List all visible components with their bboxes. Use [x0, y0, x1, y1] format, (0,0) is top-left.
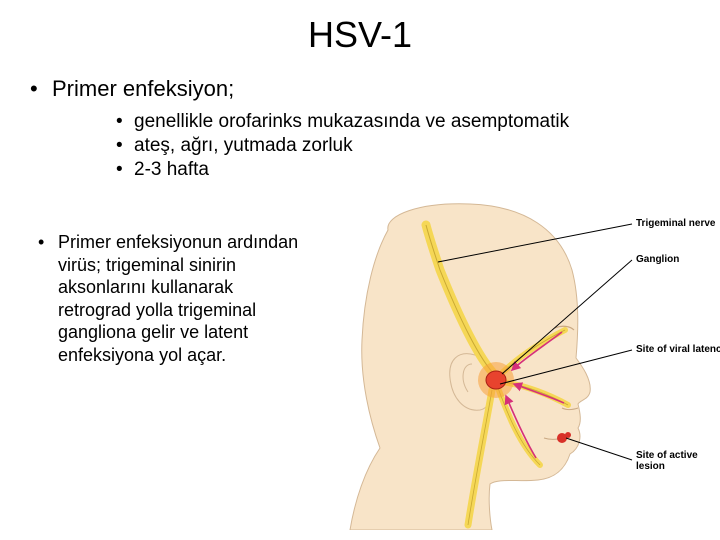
bullet-primer-enfeksiyon: Primer enfeksiyon; genellikle orofarinks… [30, 76, 720, 181]
bullet-retrograd: Primer enfeksiyonun ardından virüs; trig… [38, 231, 310, 366]
sub-bullet-item: genellikle orofarinks mukazasında ve ase… [116, 110, 720, 134]
label-site-active: Site of active lesion [636, 450, 716, 472]
primary-bullet-list: Primer enfeksiyon; genellikle orofarinks… [0, 76, 720, 181]
bullet-heading: Primer enfeksiyon; [52, 76, 234, 101]
secondary-bullet-list: Primer enfeksiyonun ardından virüs; trig… [0, 231, 310, 366]
label-ganglion: Ganglion [636, 254, 679, 265]
sub-bullet-item: 2-3 hafta [116, 158, 720, 182]
head-diagram: Trigeminal nerve Ganglion Site of viral … [340, 200, 720, 530]
lesion-icon [565, 432, 571, 438]
slide-title: HSV-1 [0, 0, 720, 76]
sub-bullet-list: genellikle orofarinks mukazasında ve ase… [52, 110, 720, 181]
sub-bullet-item: ateş, ağrı, yutmada zorluk [116, 134, 720, 158]
label-site-latency: Site of viral latency [636, 344, 720, 355]
label-trigeminal-nerve: Trigeminal nerve [636, 218, 715, 229]
